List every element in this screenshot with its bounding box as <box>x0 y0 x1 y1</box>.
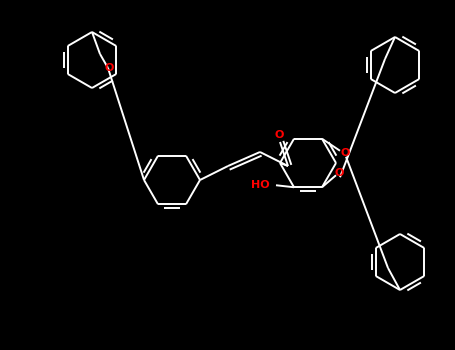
Text: O: O <box>104 63 114 73</box>
Text: O: O <box>334 168 344 178</box>
Text: O: O <box>340 148 350 158</box>
Text: O: O <box>274 130 283 140</box>
Text: HO: HO <box>251 180 269 190</box>
